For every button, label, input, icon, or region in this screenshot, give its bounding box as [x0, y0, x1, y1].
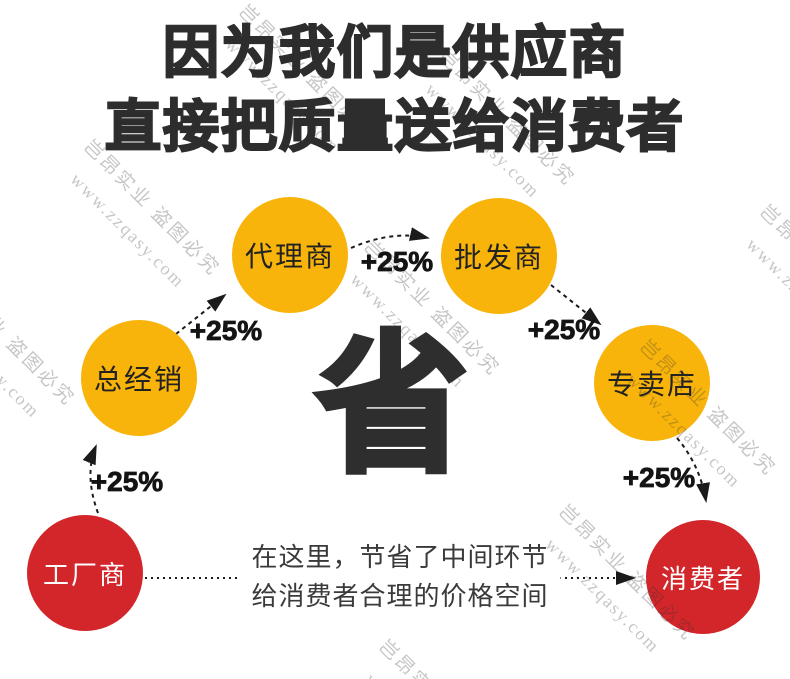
node-label: 代理商 — [244, 241, 335, 272]
node-label: 消费者 — [660, 563, 745, 594]
markup-percent-label: +25% — [622, 462, 696, 494]
arrow-distributor-to-agent — [175, 293, 227, 335]
node-label: 专卖店 — [606, 369, 697, 400]
node-label: 工厂商 — [42, 559, 127, 590]
markup-percent-label: +25% — [360, 246, 434, 278]
node-agent: 代理商 — [232, 197, 348, 313]
node-wholesaler: 批发商 — [441, 198, 557, 314]
bottom-note-line-2: 给消费者合理的价格空间 — [251, 581, 549, 611]
arrow-store-to-consumer — [676, 437, 710, 503]
markup-percent-label: +25% — [189, 315, 263, 347]
arrow-wholesaler-to-store — [550, 284, 602, 326]
save-highlight-character: 省 — [314, 321, 471, 491]
node-label: 批发商 — [453, 242, 544, 273]
bottom-note-line-1: 在这里，节省了中间环节 — [251, 542, 549, 572]
node-consumer: 消费者 — [646, 520, 760, 634]
title-line-2: 直接把质量送给消费者 — [104, 94, 685, 159]
bottom-note: 在这里，节省了中间环节 给消费者合理的价格空间 — [239, 534, 561, 620]
title-line-1: 因为我们是供应商 — [162, 20, 627, 85]
markup-percent-label: +25% — [90, 466, 164, 498]
node-factory: 工厂商 — [27, 515, 143, 631]
arrow-agent-to-wholesaler — [350, 227, 430, 249]
node-distributor: 总经销 — [81, 320, 197, 436]
node-store: 专卖店 — [594, 325, 710, 441]
page-title: 因为我们是供应商 直接把质量送给消费者 — [0, 16, 790, 165]
node-label: 总经销 — [93, 364, 184, 395]
markup-percent-label: +25% — [527, 314, 601, 346]
